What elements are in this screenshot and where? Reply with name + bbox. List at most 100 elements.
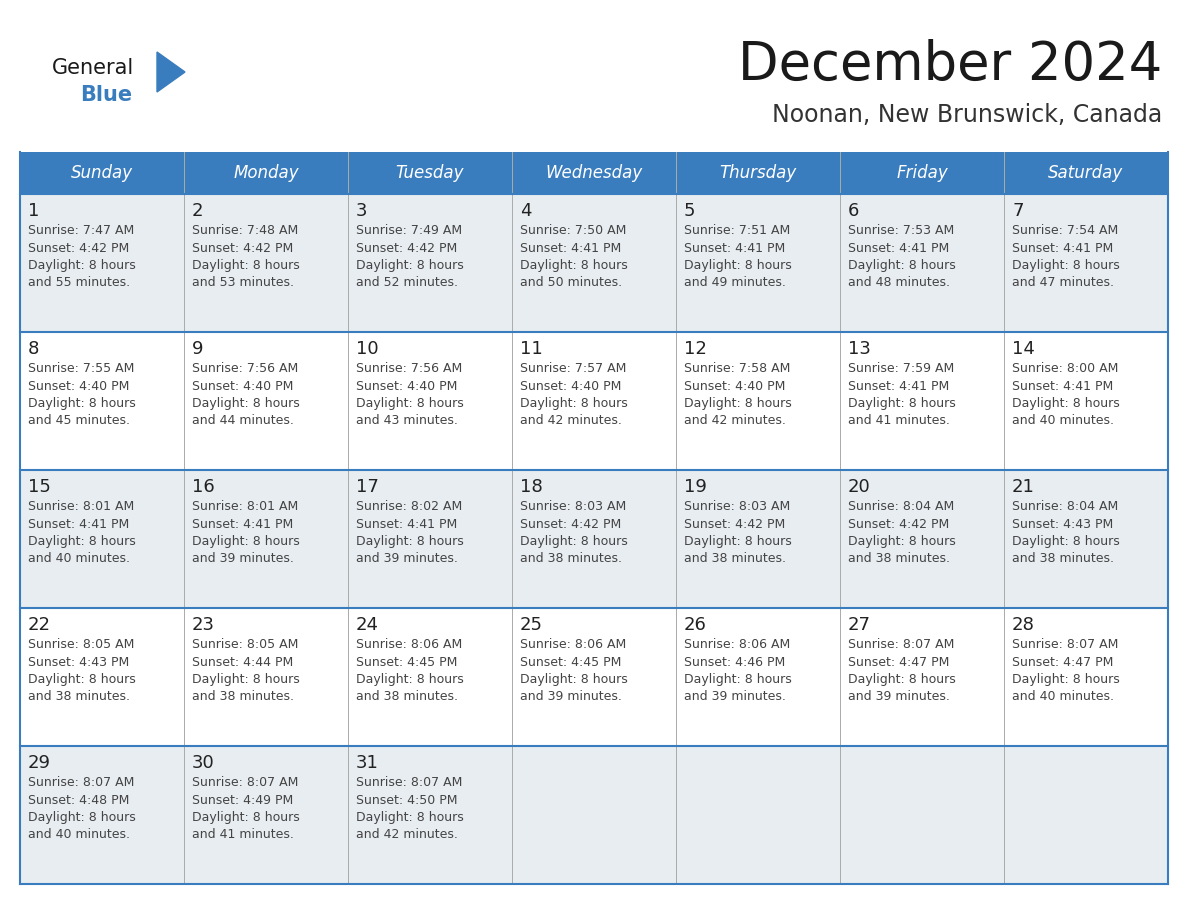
Text: Daylight: 8 hours: Daylight: 8 hours xyxy=(29,811,135,824)
Text: Sunrise: 8:07 AM: Sunrise: 8:07 AM xyxy=(1012,638,1118,651)
Text: Sunrise: 8:02 AM: Sunrise: 8:02 AM xyxy=(356,500,462,513)
Text: 10: 10 xyxy=(356,340,379,358)
Text: 21: 21 xyxy=(1012,478,1035,496)
Text: Daylight: 8 hours: Daylight: 8 hours xyxy=(520,535,627,548)
Text: Sunset: 4:47 PM: Sunset: 4:47 PM xyxy=(848,655,949,668)
Text: Sunset: 4:40 PM: Sunset: 4:40 PM xyxy=(356,379,457,393)
Text: Daylight: 8 hours: Daylight: 8 hours xyxy=(356,535,463,548)
Text: Sunset: 4:41 PM: Sunset: 4:41 PM xyxy=(520,241,621,254)
Text: and 38 minutes.: and 38 minutes. xyxy=(848,553,950,565)
Text: Sunset: 4:50 PM: Sunset: 4:50 PM xyxy=(356,793,457,807)
Text: 18: 18 xyxy=(520,478,543,496)
Text: and 39 minutes.: and 39 minutes. xyxy=(848,690,950,703)
Text: Sunday: Sunday xyxy=(71,164,133,182)
Text: Sunset: 4:42 PM: Sunset: 4:42 PM xyxy=(356,241,457,254)
Text: and 40 minutes.: and 40 minutes. xyxy=(29,553,129,565)
Text: Sunset: 4:43 PM: Sunset: 4:43 PM xyxy=(29,655,129,668)
Text: Daylight: 8 hours: Daylight: 8 hours xyxy=(520,397,627,410)
Text: 11: 11 xyxy=(520,340,543,358)
Text: 23: 23 xyxy=(192,616,215,634)
Text: 30: 30 xyxy=(192,754,215,772)
Bar xyxy=(20,470,1168,608)
Bar xyxy=(20,746,1168,884)
Text: 9: 9 xyxy=(192,340,203,358)
Text: Blue: Blue xyxy=(80,85,132,105)
Polygon shape xyxy=(157,52,185,92)
Text: Daylight: 8 hours: Daylight: 8 hours xyxy=(192,259,299,272)
Text: 3: 3 xyxy=(356,202,367,220)
Text: Sunset: 4:48 PM: Sunset: 4:48 PM xyxy=(29,793,129,807)
Text: 19: 19 xyxy=(684,478,707,496)
Text: and 39 minutes.: and 39 minutes. xyxy=(356,553,457,565)
Text: Daylight: 8 hours: Daylight: 8 hours xyxy=(29,673,135,686)
Text: Sunset: 4:40 PM: Sunset: 4:40 PM xyxy=(192,379,293,393)
Text: Daylight: 8 hours: Daylight: 8 hours xyxy=(29,535,135,548)
Text: Daylight: 8 hours: Daylight: 8 hours xyxy=(356,397,463,410)
Text: Sunset: 4:45 PM: Sunset: 4:45 PM xyxy=(356,655,457,668)
Bar xyxy=(20,152,1168,194)
Text: Daylight: 8 hours: Daylight: 8 hours xyxy=(684,673,791,686)
Text: and 39 minutes.: and 39 minutes. xyxy=(192,553,293,565)
Text: and 41 minutes.: and 41 minutes. xyxy=(192,829,293,842)
Text: 12: 12 xyxy=(684,340,707,358)
Text: Sunrise: 8:00 AM: Sunrise: 8:00 AM xyxy=(1012,362,1118,375)
Text: Daylight: 8 hours: Daylight: 8 hours xyxy=(520,259,627,272)
Text: General: General xyxy=(52,58,134,78)
Text: December 2024: December 2024 xyxy=(738,39,1162,91)
Text: and 53 minutes.: and 53 minutes. xyxy=(192,276,293,289)
Text: 20: 20 xyxy=(848,478,871,496)
Text: Sunset: 4:40 PM: Sunset: 4:40 PM xyxy=(520,379,621,393)
Text: Daylight: 8 hours: Daylight: 8 hours xyxy=(848,673,956,686)
Text: 1: 1 xyxy=(29,202,39,220)
Text: 22: 22 xyxy=(29,616,51,634)
Text: Sunset: 4:47 PM: Sunset: 4:47 PM xyxy=(1012,655,1113,668)
Text: 4: 4 xyxy=(520,202,531,220)
Text: 27: 27 xyxy=(848,616,871,634)
Text: 29: 29 xyxy=(29,754,51,772)
Text: and 38 minutes.: and 38 minutes. xyxy=(1012,553,1114,565)
Text: and 45 minutes.: and 45 minutes. xyxy=(29,415,129,428)
Text: Sunset: 4:41 PM: Sunset: 4:41 PM xyxy=(848,379,949,393)
Text: Sunset: 4:41 PM: Sunset: 4:41 PM xyxy=(29,518,129,531)
Text: Sunrise: 7:56 AM: Sunrise: 7:56 AM xyxy=(192,362,298,375)
Text: 15: 15 xyxy=(29,478,51,496)
Text: Sunrise: 7:50 AM: Sunrise: 7:50 AM xyxy=(520,224,626,237)
Text: 16: 16 xyxy=(192,478,215,496)
Text: Sunrise: 8:04 AM: Sunrise: 8:04 AM xyxy=(1012,500,1118,513)
Text: 5: 5 xyxy=(684,202,695,220)
Text: Sunrise: 8:05 AM: Sunrise: 8:05 AM xyxy=(29,638,134,651)
Text: Sunrise: 7:59 AM: Sunrise: 7:59 AM xyxy=(848,362,954,375)
Text: Daylight: 8 hours: Daylight: 8 hours xyxy=(356,673,463,686)
Text: 24: 24 xyxy=(356,616,379,634)
Text: Daylight: 8 hours: Daylight: 8 hours xyxy=(29,259,135,272)
Text: and 38 minutes.: and 38 minutes. xyxy=(684,553,786,565)
Text: Daylight: 8 hours: Daylight: 8 hours xyxy=(1012,259,1120,272)
Text: and 50 minutes.: and 50 minutes. xyxy=(520,276,623,289)
Text: Daylight: 8 hours: Daylight: 8 hours xyxy=(684,397,791,410)
Text: 6: 6 xyxy=(848,202,859,220)
Text: Daylight: 8 hours: Daylight: 8 hours xyxy=(520,673,627,686)
Text: and 42 minutes.: and 42 minutes. xyxy=(356,829,457,842)
Text: Sunrise: 7:47 AM: Sunrise: 7:47 AM xyxy=(29,224,134,237)
Text: Daylight: 8 hours: Daylight: 8 hours xyxy=(848,259,956,272)
Text: Sunrise: 7:57 AM: Sunrise: 7:57 AM xyxy=(520,362,626,375)
Text: Sunset: 4:41 PM: Sunset: 4:41 PM xyxy=(848,241,949,254)
Text: Sunrise: 7:56 AM: Sunrise: 7:56 AM xyxy=(356,362,462,375)
Text: Sunset: 4:41 PM: Sunset: 4:41 PM xyxy=(1012,241,1113,254)
Text: Sunrise: 8:07 AM: Sunrise: 8:07 AM xyxy=(29,776,134,789)
Text: 14: 14 xyxy=(1012,340,1035,358)
Text: and 48 minutes.: and 48 minutes. xyxy=(848,276,950,289)
Text: and 38 minutes.: and 38 minutes. xyxy=(29,690,129,703)
Text: 17: 17 xyxy=(356,478,379,496)
Text: 26: 26 xyxy=(684,616,707,634)
Text: Noonan, New Brunswick, Canada: Noonan, New Brunswick, Canada xyxy=(772,103,1162,127)
Text: Sunset: 4:42 PM: Sunset: 4:42 PM xyxy=(684,518,785,531)
Text: and 47 minutes.: and 47 minutes. xyxy=(1012,276,1114,289)
Text: and 40 minutes.: and 40 minutes. xyxy=(29,829,129,842)
Bar xyxy=(20,332,1168,470)
Text: and 40 minutes.: and 40 minutes. xyxy=(1012,690,1114,703)
Text: Sunset: 4:49 PM: Sunset: 4:49 PM xyxy=(192,793,293,807)
Text: Wednesday: Wednesday xyxy=(545,164,643,182)
Text: Sunrise: 8:04 AM: Sunrise: 8:04 AM xyxy=(848,500,954,513)
Text: Daylight: 8 hours: Daylight: 8 hours xyxy=(1012,535,1120,548)
